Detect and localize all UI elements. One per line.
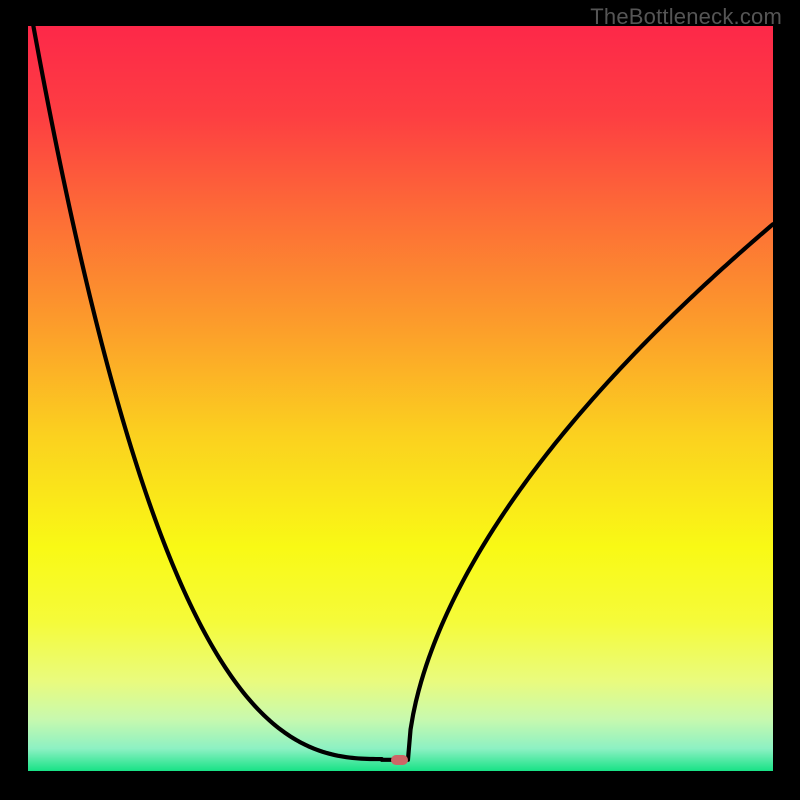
bottleneck-curve: [0, 0, 800, 800]
watermark-text: TheBottleneck.com: [590, 4, 782, 30]
optimal-point-marker: [391, 755, 408, 765]
